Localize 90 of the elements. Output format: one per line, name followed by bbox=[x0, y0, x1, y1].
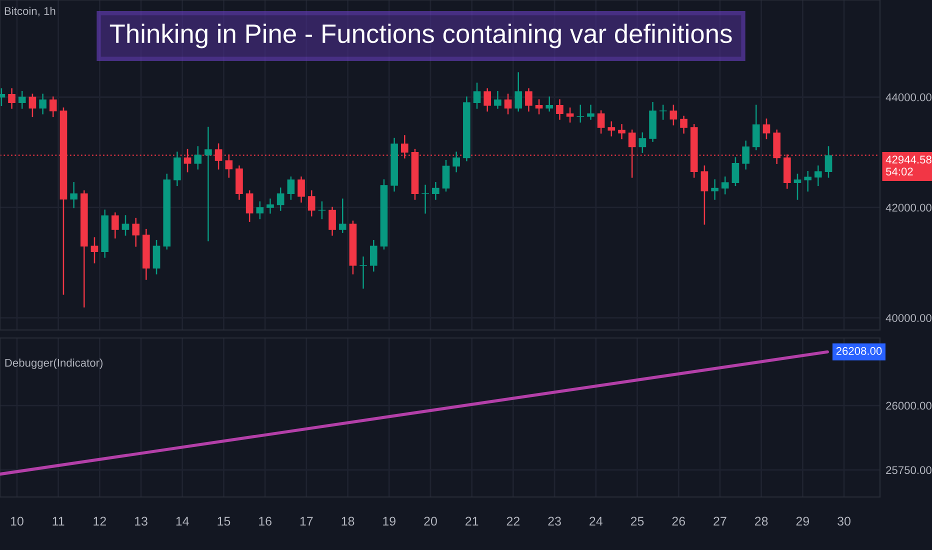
y-tick-label: 26000.00 bbox=[886, 402, 932, 410]
text: Thinking in Pine - Functions containing var definitions bbox=[110, 24, 732, 48]
candlestick bbox=[70, 182, 78, 208]
candlestick bbox=[132, 218, 140, 247]
candlestick bbox=[174, 152, 181, 186]
candlestick bbox=[680, 116, 688, 134]
candlestick bbox=[246, 190, 254, 222]
x-tick-label: 18 bbox=[342, 516, 354, 526]
text: 54:02 bbox=[886, 168, 913, 176]
candlestick bbox=[804, 170, 812, 192]
candlestick bbox=[732, 157, 740, 186]
y-tick-label: 40000.00 bbox=[886, 314, 932, 322]
candlestick bbox=[328, 206, 336, 236]
candlestick bbox=[742, 140, 750, 170]
candlestick bbox=[473, 82, 481, 109]
candlestick bbox=[90, 237, 98, 264]
x-tick-label: 10 bbox=[10, 516, 24, 526]
text: Debugger(Indicator) bbox=[5, 358, 103, 369]
candlestick bbox=[18, 90, 26, 109]
candlestick bbox=[266, 198, 274, 214]
candlestick bbox=[525, 88, 532, 112]
candlestick bbox=[794, 174, 802, 200]
candlestick bbox=[762, 118, 770, 140]
x-tick-label: 17 bbox=[300, 516, 313, 526]
candlestick bbox=[618, 124, 626, 140]
candlestick bbox=[432, 182, 440, 200]
candlestick bbox=[535, 99, 543, 114]
candlestick bbox=[711, 179, 718, 200]
candlestick bbox=[287, 176, 295, 200]
candlestick bbox=[484, 88, 492, 112]
candlestick bbox=[514, 72, 522, 112]
y-tick-label: 44000.00 bbox=[886, 93, 932, 102]
candlestick bbox=[566, 108, 574, 123]
candlestick bbox=[752, 104, 760, 150]
candlestick bbox=[204, 126, 212, 242]
text: Bitcoin, 1h bbox=[4, 6, 56, 16]
x-tick-label: 29 bbox=[796, 516, 810, 526]
x-tick-label: 12 bbox=[94, 516, 106, 526]
data-label: 26208.00 bbox=[836, 347, 882, 355]
candlestick bbox=[370, 240, 378, 272]
candlestick bbox=[504, 94, 512, 114]
candlestick bbox=[256, 201, 264, 220]
candlestick bbox=[442, 160, 450, 192]
candlestick bbox=[39, 94, 46, 114]
candlestick bbox=[576, 104, 584, 123]
x-tick-label: 25 bbox=[630, 516, 644, 526]
x-tick-label: 13 bbox=[135, 516, 148, 526]
candlestick bbox=[597, 110, 605, 134]
candlestick bbox=[587, 104, 594, 120]
y-tick-label: 25750.00 bbox=[886, 466, 932, 474]
x-tick-label: 28 bbox=[754, 516, 768, 526]
candlestick bbox=[49, 96, 57, 118]
candlestick bbox=[8, 88, 16, 109]
x-tick-label: 16 bbox=[259, 516, 272, 526]
candlestick bbox=[112, 212, 119, 238]
y-tick-label: 42000.00 bbox=[886, 204, 932, 212]
x-tick-label: 19 bbox=[383, 516, 396, 526]
x-tick-label: 27 bbox=[714, 516, 726, 526]
candlestick bbox=[338, 198, 346, 233]
x-tick-label: 21 bbox=[466, 516, 478, 526]
candlestick bbox=[308, 190, 316, 216]
candlestick bbox=[298, 176, 305, 203]
candlestick bbox=[814, 165, 822, 186]
candlestick bbox=[494, 90, 502, 109]
candlestick bbox=[556, 99, 564, 120]
x-tick-label: 20 bbox=[424, 516, 437, 526]
ref-line-label: 42944.58 bbox=[886, 156, 932, 164]
candlestick bbox=[194, 146, 202, 170]
x-tick-label: 14 bbox=[176, 516, 189, 526]
candlestick bbox=[824, 146, 832, 178]
candlestick bbox=[452, 152, 460, 172]
x-tick-label: 23 bbox=[548, 516, 561, 526]
candlestick bbox=[700, 165, 708, 225]
candlestick bbox=[608, 121, 616, 136]
candlestick bbox=[670, 104, 678, 126]
candlestick bbox=[546, 96, 554, 112]
candlestick bbox=[638, 132, 646, 153]
x-tick-label: 26 bbox=[672, 516, 686, 526]
x-tick-label: 30 bbox=[838, 516, 850, 526]
x-tick-label: 15 bbox=[218, 516, 230, 526]
candlestick bbox=[659, 104, 667, 120]
candlestick bbox=[28, 94, 36, 118]
candlestick bbox=[360, 256, 367, 289]
x-tick-label: 11 bbox=[52, 516, 64, 526]
x-tick-label: 22 bbox=[506, 516, 520, 526]
candlestick bbox=[276, 188, 284, 211]
candlestick bbox=[122, 215, 130, 236]
x-tick-label: 24 bbox=[590, 516, 602, 526]
candlestick bbox=[152, 240, 160, 274]
candlestick bbox=[721, 176, 729, 194]
